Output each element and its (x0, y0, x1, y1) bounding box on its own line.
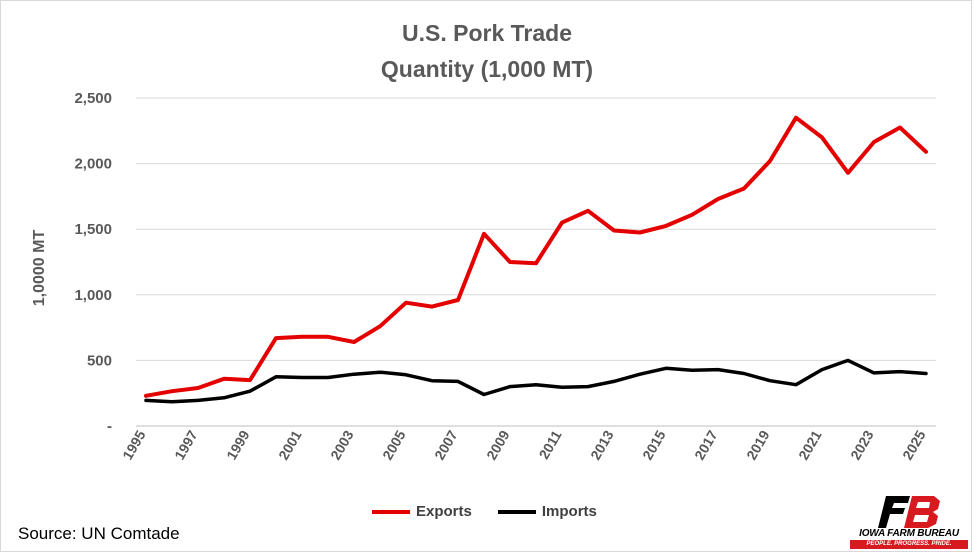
x-tick-label: 2025 (899, 427, 929, 462)
iowa-farm-bureau-logo: IOWA FARM BUREAU PEOPLE. PROGRESS. PRIDE… (848, 496, 970, 552)
x-tick-label: 2009 (483, 427, 513, 462)
legend-swatch-imports (497, 509, 536, 514)
source-note: Source: UN Comtade (18, 524, 180, 543)
x-tick-label: 2007 (431, 427, 461, 462)
x-tick-label: 1999 (223, 427, 253, 462)
y-tick-label: 2,000 (74, 156, 112, 173)
x-tick-label: 2015 (639, 427, 669, 462)
y-tick-label: 2,500 (74, 90, 112, 107)
x-tick-label: 2021 (795, 427, 825, 462)
x-tick-label: 2011 (536, 427, 565, 461)
x-tick-label: 2017 (691, 427, 721, 462)
y-tick-label: 1,000 (74, 287, 112, 304)
chart-subtitle: Quantity (1,000 MT) (380, 56, 594, 82)
legend-swatch-exports (372, 509, 410, 514)
y-tick-label: - (107, 418, 112, 435)
chart-title: U.S. Pork Trade (401, 20, 572, 46)
x-tick-label: 2023 (847, 427, 877, 462)
legend-item-exports: Exports (372, 503, 472, 520)
logo-name: IOWA FARM BUREAU (859, 528, 959, 539)
legend-label-imports: Imports (541, 503, 597, 520)
legend-label-exports: Exports (416, 503, 472, 520)
legend-item-imports: Imports (497, 503, 597, 520)
logo-tagline: PEOPLE. PROGRESS. PRIDE. (850, 540, 968, 549)
y-tick-label: 500 (87, 352, 112, 369)
x-tick-label: 2005 (379, 427, 409, 462)
x-tick-label: 2003 (327, 427, 357, 462)
series-line-imports (144, 358, 928, 404)
farm-bureau-fb-icon (878, 496, 940, 528)
x-tick-label: 2019 (743, 427, 773, 462)
x-tick-label: 1997 (171, 427, 201, 462)
y-tick-label: 1,500 (74, 221, 112, 238)
series-line-exports (144, 115, 928, 398)
x-tick-label: 1995 (119, 427, 149, 462)
x-tick-label: 2013 (587, 427, 617, 462)
legend: Exports Imports (372, 503, 623, 520)
x-tick-label: 2001 (275, 427, 305, 462)
